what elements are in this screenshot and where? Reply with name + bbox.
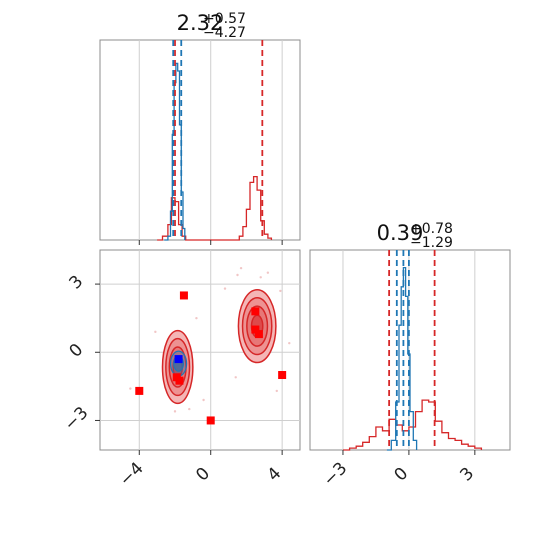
scatter-point xyxy=(259,276,262,279)
tick-label: 0 xyxy=(66,340,88,362)
scatter-point xyxy=(188,407,191,411)
scatter-point xyxy=(279,289,282,293)
tick-label: 0 xyxy=(390,464,412,486)
panel-param2-histogram: −3 0 3 0.39 +0.78 −1.29 xyxy=(309,221,511,490)
y-ticks: 3 0 −3 xyxy=(61,272,100,435)
scatter-point xyxy=(234,376,237,379)
scatter-point xyxy=(288,341,291,345)
red-square-marker xyxy=(251,325,260,334)
title-plus: +0.78 xyxy=(410,221,453,237)
red-square-marker xyxy=(206,416,215,425)
red-square-marker xyxy=(179,291,188,300)
scatter-point xyxy=(266,271,270,274)
blue-square-marker xyxy=(174,355,183,364)
histogram-red xyxy=(343,399,483,451)
panel-frame xyxy=(99,39,301,241)
red-square-marker xyxy=(175,376,184,385)
panel-title-param1: 2.32 xyxy=(177,11,224,35)
red-square-marker xyxy=(135,386,144,395)
tick-label: 3 xyxy=(456,464,478,486)
panel-param1-histogram: 2.32 +0.57 −4.27 xyxy=(99,11,301,245)
scatter-point xyxy=(202,398,205,402)
scatter-points xyxy=(129,266,291,413)
tick-label: −4 xyxy=(116,459,148,491)
grid xyxy=(138,40,283,240)
tick-label: −3 xyxy=(61,403,93,435)
tick-label: 4 xyxy=(264,464,286,486)
panel-2d-contour: −4 0 4 3 0 −3 xyxy=(61,249,301,490)
scatter-point xyxy=(173,410,177,413)
histogram-blue xyxy=(386,266,418,451)
scatter-point xyxy=(275,389,278,393)
scatter-point xyxy=(239,266,243,270)
panel-frame xyxy=(309,249,511,451)
title-median: 0.39 xyxy=(377,221,424,245)
markers xyxy=(135,291,287,425)
red-square-marker xyxy=(251,307,260,316)
quantile-lines xyxy=(172,40,264,240)
histogram-series xyxy=(343,266,483,451)
red-square-marker xyxy=(278,371,287,379)
x-ticks: −3 0 3 xyxy=(319,450,478,490)
tick-label: −3 xyxy=(319,459,351,491)
quantile-lines xyxy=(388,250,436,450)
scatter-point xyxy=(154,330,157,334)
title-plus: +0.57 xyxy=(203,11,246,27)
title-median: 2.32 xyxy=(177,11,224,35)
title-minus: −4.27 xyxy=(203,25,246,41)
histogram-red xyxy=(157,175,273,241)
x-ticks xyxy=(138,240,283,245)
scatter-point xyxy=(223,287,227,290)
scatter-point xyxy=(129,387,132,390)
scatter-point xyxy=(236,273,239,277)
scatter-point xyxy=(195,316,198,320)
panel-title-param2: 0.39 xyxy=(377,221,424,245)
title-minus: −1.29 xyxy=(410,235,453,251)
x-ticks: −4 0 4 xyxy=(116,450,286,490)
red-square-marker xyxy=(254,330,263,339)
tick-label: 0 xyxy=(192,464,214,486)
tick-label: 3 xyxy=(66,272,88,294)
